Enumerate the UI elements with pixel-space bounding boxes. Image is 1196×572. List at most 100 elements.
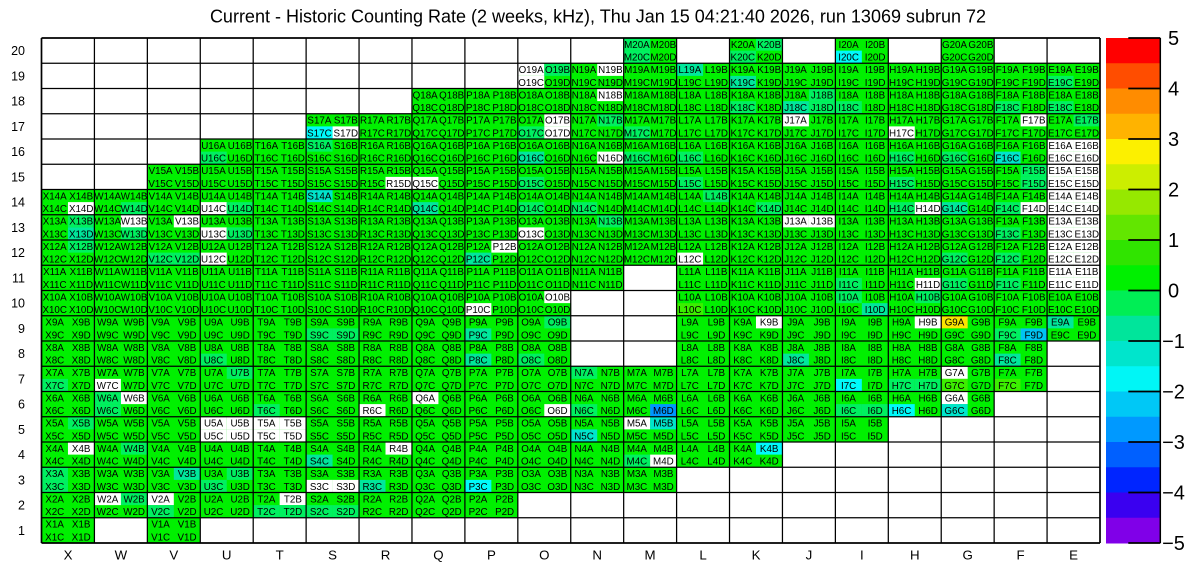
svg-text:E12A: E12A — [1048, 242, 1072, 253]
svg-text:8: 8 — [18, 347, 25, 361]
svg-text:V4A: V4A — [151, 444, 170, 455]
svg-text:V14A: V14A — [149, 191, 173, 202]
svg-text:L15D: L15D — [705, 179, 728, 190]
svg-text:S3D: S3D — [336, 482, 355, 493]
svg-text:M19C: M19C — [624, 78, 650, 89]
svg-text:Q7B: Q7B — [442, 368, 462, 379]
svg-text:H9D: H9D — [918, 330, 938, 341]
svg-text:T4A: T4A — [257, 444, 275, 455]
svg-text:I19C: I19C — [838, 78, 859, 89]
svg-text:S3A: S3A — [310, 469, 329, 480]
svg-text:Q13A: Q13A — [413, 217, 439, 228]
svg-text:K19C: K19C — [731, 78, 756, 89]
svg-text:N13A: N13A — [572, 217, 597, 228]
svg-text:S10D: S10D — [334, 305, 359, 316]
svg-text:S14B: S14B — [334, 191, 358, 202]
svg-text:E13C: E13C — [1048, 229, 1073, 240]
svg-text:15: 15 — [11, 170, 25, 184]
svg-text:E19C: E19C — [1048, 78, 1073, 89]
svg-text:P17A: P17A — [466, 116, 490, 127]
svg-text:S8B: S8B — [337, 343, 356, 354]
svg-text:V15A: V15A — [149, 166, 173, 177]
svg-text:U6B: U6B — [230, 393, 250, 404]
svg-text:O14D: O14D — [545, 204, 571, 215]
svg-text:W6C: W6C — [97, 406, 119, 417]
svg-text:X8D: X8D — [72, 356, 91, 367]
svg-text:H10A: H10A — [889, 292, 914, 303]
svg-text:M13A: M13A — [624, 217, 650, 228]
svg-text:N7D: N7D — [601, 381, 621, 392]
svg-text:U13B: U13B — [228, 217, 253, 228]
svg-text:G16B: G16B — [968, 141, 994, 152]
svg-text:Q8B: Q8B — [442, 343, 462, 354]
svg-text:F19B: F19B — [1022, 65, 1046, 76]
svg-text:I13A: I13A — [839, 217, 860, 228]
svg-text:X5B: X5B — [72, 419, 91, 430]
svg-text:17: 17 — [11, 120, 25, 134]
svg-text:F18D: F18D — [1022, 103, 1046, 114]
svg-text:F12D: F12D — [1022, 255, 1046, 266]
svg-text:L6C: L6C — [681, 406, 699, 417]
svg-text:P12C: P12C — [466, 255, 491, 266]
svg-text:N19C: N19C — [571, 78, 596, 89]
svg-text:O5B: O5B — [548, 419, 568, 430]
svg-text:I17C: I17C — [838, 128, 859, 139]
svg-text:V9D: V9D — [177, 330, 196, 341]
svg-text:I19B: I19B — [865, 65, 886, 76]
svg-text:Q12C: Q12C — [412, 255, 438, 266]
svg-text:R15B: R15B — [386, 166, 411, 177]
svg-text:O13D: O13D — [545, 229, 571, 240]
svg-text:N18B: N18B — [598, 90, 623, 101]
svg-text:U2A: U2A — [204, 494, 224, 505]
svg-text:E15B: E15B — [1075, 166, 1099, 177]
svg-text:N17C: N17C — [571, 128, 596, 139]
svg-text:W6B: W6B — [123, 393, 145, 404]
svg-text:H6D: H6D — [918, 406, 938, 417]
svg-text:Q12D: Q12D — [439, 255, 465, 266]
svg-text:Q14B: Q14B — [439, 191, 465, 202]
svg-text:Q5B: Q5B — [442, 419, 462, 430]
svg-text:N3C: N3C — [574, 482, 594, 493]
svg-text:V7B: V7B — [178, 368, 197, 379]
svg-text:P9C: P9C — [469, 330, 488, 341]
svg-text:U10C: U10C — [201, 305, 226, 316]
svg-text:P15A: P15A — [466, 166, 490, 177]
svg-text:O8C: O8C — [521, 356, 541, 367]
svg-text:M3B: M3B — [653, 469, 674, 480]
svg-text:R13A: R13A — [360, 217, 385, 228]
svg-text:Q3A: Q3A — [415, 469, 435, 480]
svg-text:O6C: O6C — [521, 406, 541, 417]
svg-text:M16C: M16C — [624, 154, 650, 165]
svg-text:V7C: V7C — [151, 381, 170, 392]
svg-text:W12D: W12D — [120, 255, 147, 266]
svg-text:M5D: M5D — [653, 431, 674, 442]
svg-text:P6B: P6B — [495, 393, 514, 404]
svg-text:S4A: S4A — [310, 444, 329, 455]
svg-text:O8A: O8A — [521, 343, 541, 354]
svg-text:4: 4 — [1168, 79, 1179, 101]
svg-text:S7C: S7C — [310, 381, 329, 392]
svg-text:F8B: F8B — [1025, 343, 1043, 354]
svg-text:M4A: M4A — [627, 444, 648, 455]
svg-text:S6B: S6B — [337, 393, 356, 404]
svg-text:2: 2 — [18, 499, 25, 513]
svg-text:K14A: K14A — [731, 191, 755, 202]
svg-text:G8B: G8B — [971, 343, 991, 354]
svg-text:I5C: I5C — [841, 431, 856, 442]
svg-text:V2C: V2C — [151, 507, 170, 518]
svg-text:N17B: N17B — [598, 116, 623, 127]
svg-text:Q11D: Q11D — [439, 280, 464, 291]
svg-text:T14A: T14A — [255, 191, 279, 202]
svg-text:X3B: X3B — [72, 469, 91, 480]
svg-text:R5C: R5C — [362, 431, 382, 442]
svg-text:O16D: O16D — [545, 154, 571, 165]
svg-text:G17D: G17D — [968, 128, 994, 139]
svg-text:L16A: L16A — [678, 141, 701, 152]
svg-text:W2A: W2A — [97, 494, 119, 505]
svg-text:L12D: L12D — [705, 255, 728, 266]
svg-text:H6B: H6B — [918, 393, 938, 404]
svg-text:T15C: T15C — [254, 179, 278, 190]
svg-text:2: 2 — [1168, 180, 1179, 202]
svg-text:W13A: W13A — [94, 217, 121, 228]
svg-text:W7B: W7B — [123, 368, 145, 379]
